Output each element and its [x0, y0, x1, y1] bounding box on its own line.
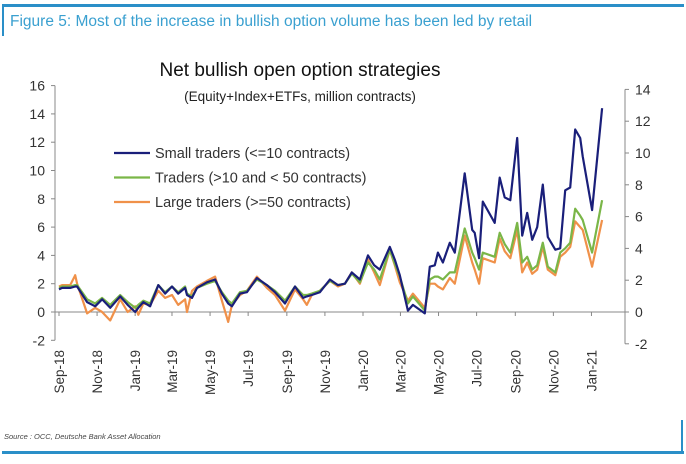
- chart-subtitle: (Equity+Index+ETFs, million contracts): [184, 89, 416, 104]
- left-axis-tick-label: 4: [37, 247, 45, 263]
- title-accent-bar: [2, 4, 4, 36]
- left-axis-tick-label: 6: [37, 219, 45, 235]
- left-axis-tick-label: 16: [29, 78, 45, 94]
- x-axis-tick-label: Nov-20: [546, 350, 561, 394]
- x-axis-tick-label: Jul-20: [470, 350, 485, 387]
- top-border: [2, 4, 684, 7]
- x-axis-tick-label: May-20: [432, 350, 447, 395]
- x-axis-tick-label: Sep-18: [52, 350, 67, 394]
- legend-label: Traders (>10 and < 50 contracts): [155, 171, 366, 187]
- source-note: Source : OCC, Deutsche Bank Asset Alloca…: [4, 432, 161, 441]
- x-axis-tick-label: Mar-19: [165, 350, 180, 393]
- right-axis-tick-label: 12: [635, 113, 651, 129]
- right-axis-tick-label: 4: [635, 240, 643, 256]
- x-axis-tick-label: Jul-19: [241, 350, 256, 387]
- right-axis-tick-label: 2: [635, 272, 643, 288]
- x-axis-tick-label: Sep-19: [280, 350, 295, 394]
- right-axis-tick-label: 14: [635, 81, 651, 97]
- x-axis-tick-label: Nov-19: [318, 350, 333, 394]
- left-axis-tick-label: 0: [37, 304, 45, 320]
- left-axis-tick-label: -2: [33, 332, 46, 348]
- footer-accent-bar: [681, 420, 683, 454]
- left-axis-tick-label: 2: [37, 276, 45, 292]
- legend-label: Small traders (<=10 contracts): [155, 146, 350, 162]
- x-axis-tick-label: Jan-20: [356, 350, 371, 391]
- chart: Net bullish open option strategies (Equi…: [29, 60, 651, 395]
- legend-label: Large traders (>=50 contracts): [155, 195, 351, 211]
- left-axis-tick-label: 8: [37, 191, 45, 207]
- series-line: [58, 108, 604, 315]
- left-axis-tick-label: 10: [29, 163, 45, 179]
- right-axis-tick-label: 10: [635, 145, 651, 161]
- right-axis-tick-label: 0: [635, 304, 643, 320]
- x-axis-tick-label: Nov-18: [90, 350, 105, 394]
- right-axis-tick-label: -2: [635, 336, 648, 352]
- x-axis-tick-label: Jan-19: [128, 350, 143, 391]
- chart-title: Net bullish open option strategies: [160, 60, 441, 81]
- bottom-border: [2, 451, 684, 454]
- right-axis-tick-label: 8: [635, 177, 643, 193]
- x-axis-tick-label: Mar-20: [393, 350, 408, 393]
- left-axis-tick-label: 12: [29, 134, 45, 150]
- figure-title: Figure 5: Most of the increase in bullis…: [10, 13, 533, 30]
- x-axis-tick-label: Jan-21: [584, 350, 599, 391]
- x-axis-tick-label: Sep-20: [508, 350, 523, 394]
- right-axis-tick-label: 6: [635, 209, 643, 225]
- left-axis-tick-label: 14: [29, 106, 45, 122]
- x-axis-tick-label: May-19: [203, 350, 218, 395]
